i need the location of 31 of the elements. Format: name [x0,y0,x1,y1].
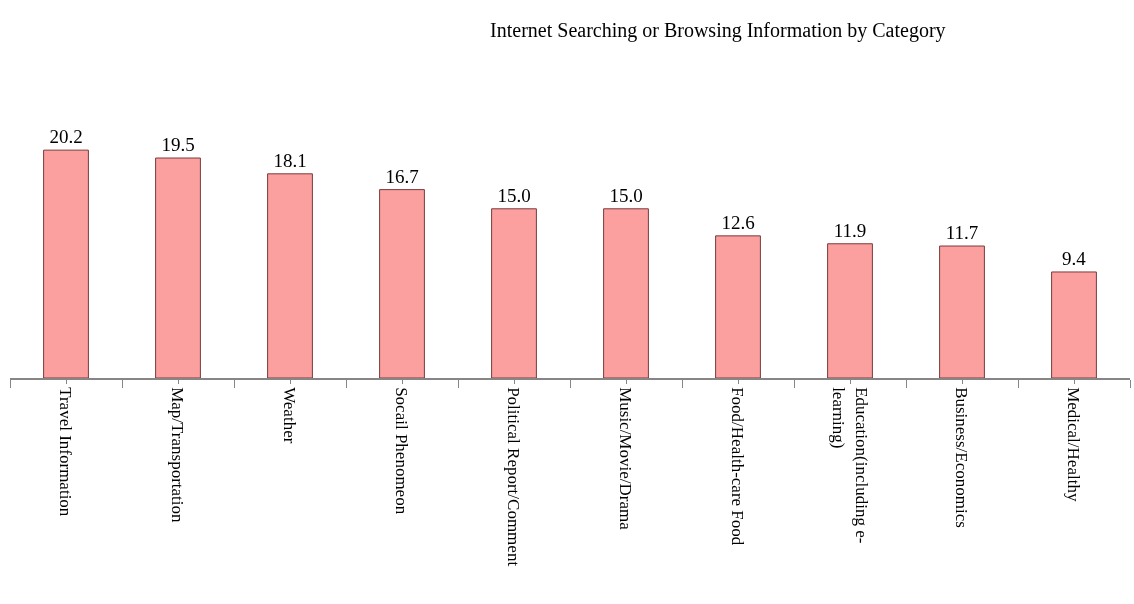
data-label: 20.2 [49,126,83,148]
data-label: 11.9 [833,219,867,241]
bar [939,245,985,378]
data-label: 12.6 [721,211,755,233]
bar [603,208,649,378]
data-label: 18.1 [273,149,307,171]
data-label: 16.7 [385,165,419,187]
data-label: 15.0 [497,184,531,206]
bar [715,235,761,378]
x-tick-label: Medical/Healthy [1064,387,1084,502]
x-tick-label: Weather [280,387,300,444]
x-tick-label: Food/Health-care Food [728,387,748,546]
x-tick-label: Socail Phenomeon [392,387,412,515]
x-tick-label: Music/Movie/Drama [616,387,636,531]
bar [43,149,89,378]
x-tick-label: Education(including e-learning) [829,387,871,544]
bar [155,157,201,378]
data-label: 11.7 [945,222,979,244]
bar [491,208,537,378]
bar [267,173,313,378]
data-label: 15.0 [609,184,643,206]
x-tick-label: Political Report/Comment [504,387,524,567]
chart-title: Internet Searching or Browsing Information by Category [490,19,946,43]
bar [827,243,873,378]
data-label: 9.4 [1061,247,1087,269]
x-tick-label: Travel Information [56,387,76,517]
data-label: 19.5 [161,134,195,156]
x-tick-label: Map/Transportation [168,387,188,524]
x-tick-label: Business/Economics [952,387,972,528]
bar [379,189,425,378]
bar [1051,271,1097,378]
